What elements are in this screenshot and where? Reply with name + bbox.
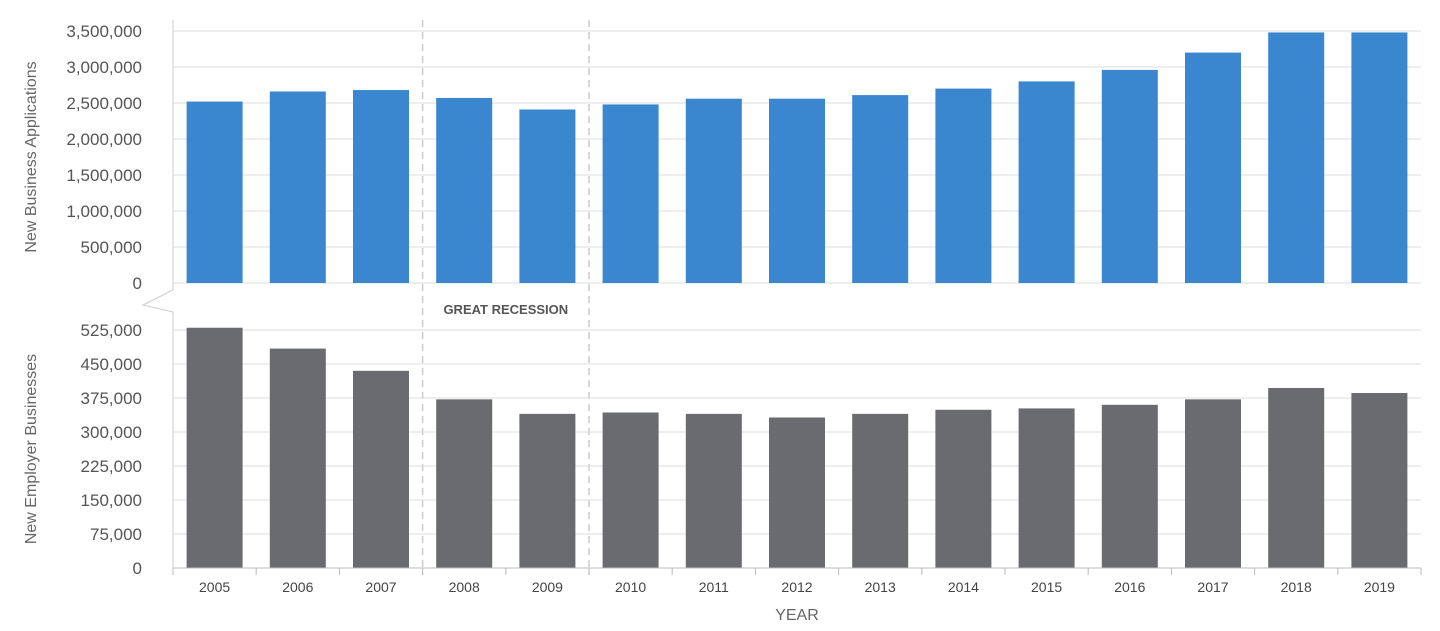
y-tick-label: 0	[133, 274, 142, 293]
y-tick-label: 3,000,000	[66, 58, 142, 77]
bar-2014	[935, 88, 992, 283]
x-tick-label-2008: 2008	[449, 579, 480, 595]
y-tick-label: 500,000	[81, 238, 142, 257]
y-tick-label: 2,500,000	[66, 94, 142, 113]
x-tick-label-2017: 2017	[1197, 579, 1228, 595]
bar-2015	[1018, 408, 1075, 568]
y-tick-label: 2,000,000	[66, 130, 142, 149]
recession-annotation-label: GREAT RECESSION	[443, 302, 568, 317]
x-tick-label-2014: 2014	[948, 579, 979, 595]
y-axis-spine-with-break	[141, 20, 174, 568]
y-tick-label: 1,000,000	[66, 202, 142, 221]
bar-2012	[769, 417, 825, 568]
bar-2013	[852, 95, 909, 283]
x-tick-label-2019: 2019	[1364, 579, 1395, 595]
x-tick-label-2011: 2011	[699, 579, 729, 595]
bar-2014	[935, 409, 992, 568]
bar-2006	[269, 348, 326, 568]
x-tick-label-2012: 2012	[781, 579, 812, 595]
x-tick-label-2007: 2007	[365, 579, 396, 595]
y-tick-label: 75,000	[90, 525, 142, 544]
bar-2010	[602, 412, 659, 568]
bar-2008	[436, 399, 493, 568]
bar-2016	[1101, 404, 1158, 568]
x-tick-label-2005: 2005	[199, 579, 230, 595]
y-tick-label: 450,000	[81, 355, 142, 374]
y-tick-label: 225,000	[81, 457, 142, 476]
bar-2006	[269, 91, 326, 283]
y-tick-label: 525,000	[81, 321, 142, 340]
bar-2010	[602, 104, 659, 283]
bar-2007	[353, 370, 409, 568]
bar-2013	[852, 413, 909, 568]
y-tick-label: 0	[133, 559, 142, 578]
bar-2005	[186, 327, 243, 568]
bar-2019	[1351, 32, 1408, 283]
y-axis-title-applications: New Business Applications	[23, 61, 40, 252]
x-tick-label-2010: 2010	[615, 579, 646, 595]
y-tick-label: 150,000	[81, 491, 142, 510]
bar-2016	[1101, 69, 1158, 283]
bar-2018	[1268, 32, 1325, 283]
x-axis-title: YEAR	[775, 607, 819, 624]
bar-2008	[436, 97, 493, 284]
x-tick-label-2009: 2009	[532, 579, 563, 595]
bar-2012	[769, 98, 825, 284]
bar-2017	[1185, 399, 1241, 568]
bar-2009	[519, 413, 576, 568]
y-tick-label: 3,500,000	[66, 22, 142, 41]
x-tick-label-2018: 2018	[1281, 579, 1312, 595]
x-tick-label-2006: 2006	[282, 579, 313, 595]
x-tick-label-2016: 2016	[1114, 579, 1145, 595]
bar-2017	[1185, 52, 1241, 283]
y-axis-title-employer: New Employer Businesses	[23, 354, 40, 544]
bar-2005	[186, 101, 243, 283]
x-tick-label-2015: 2015	[1031, 579, 1062, 595]
bar-2015	[1018, 81, 1075, 284]
panel-applications: 0 500,000 1,000,000 1,500,000 2,000,000 2,500…	[23, 22, 1421, 293]
bar-2011	[685, 413, 742, 568]
bar-2011	[685, 98, 742, 284]
y-tick-label: 1,500,000	[66, 166, 142, 185]
bar-2009	[519, 109, 576, 283]
bar-2018	[1268, 388, 1325, 568]
y-tick-label: 375,000	[81, 389, 142, 408]
panel-employer-businesses: 0 75,000 150,000 225,000 300,000 375,000 450,0…	[23, 321, 1421, 578]
bar-2007	[353, 90, 409, 283]
bar-2019	[1351, 393, 1408, 568]
x-tick-label-2013: 2013	[865, 579, 896, 595]
y-tick-label: 300,000	[81, 423, 142, 442]
